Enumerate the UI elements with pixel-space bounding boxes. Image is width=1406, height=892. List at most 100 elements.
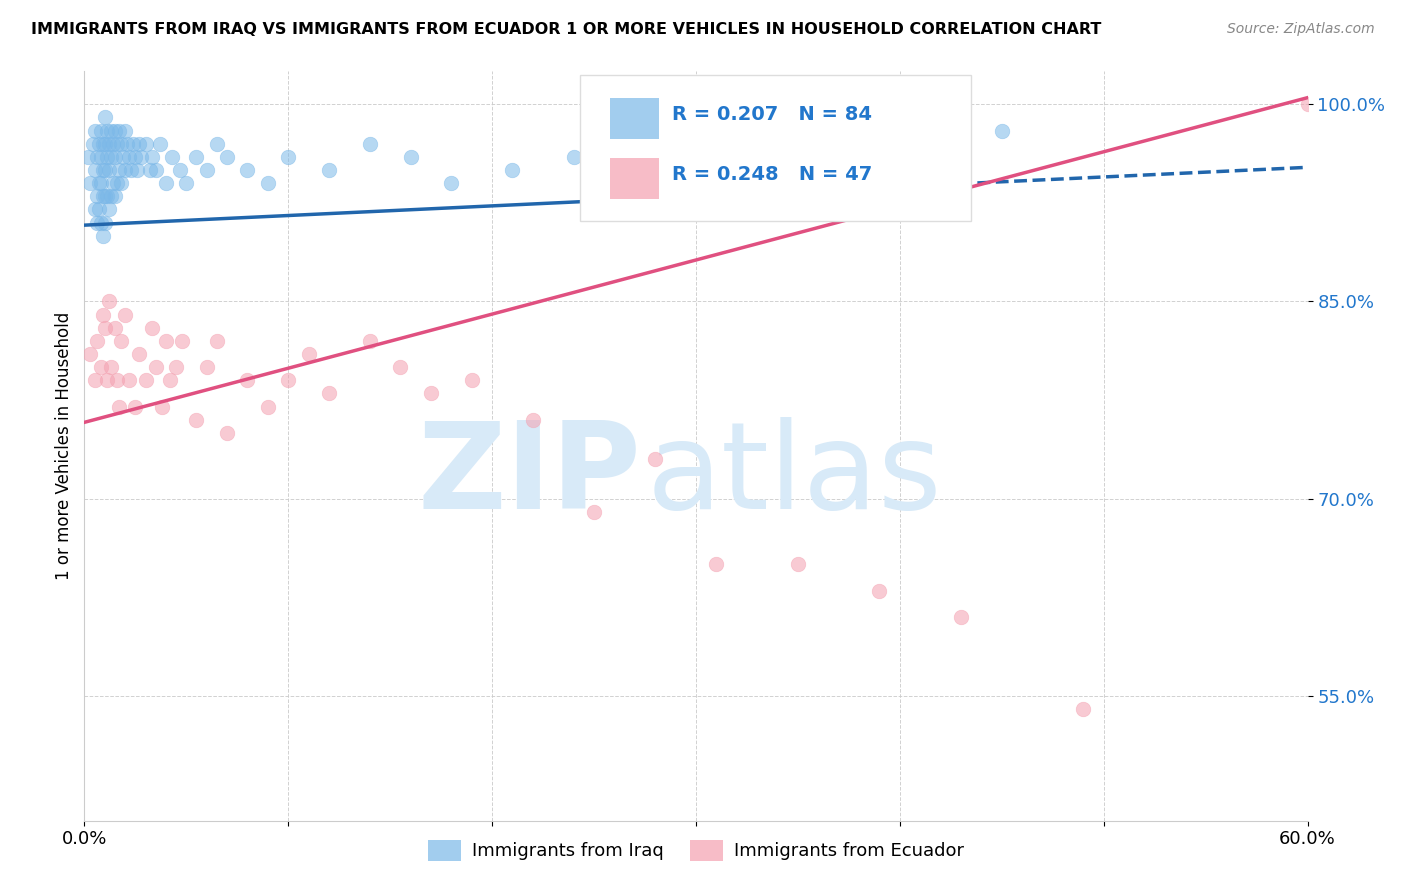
Point [104,320,127,334]
Point [318,163,340,178]
Point [217,425,239,440]
Text: R = 0.207   N = 84: R = 0.207 N = 84 [672,104,872,124]
Point [389,360,412,375]
Point [131,150,153,164]
Point [86,150,108,164]
Point [83,202,105,217]
Point [96,189,118,203]
FancyBboxPatch shape [610,97,659,139]
Text: R = 0.248   N = 47: R = 0.248 N = 47 [672,164,872,184]
Point [159,373,181,387]
Point [277,373,299,387]
Point [145,360,167,375]
Point [217,150,239,164]
Point [257,400,280,414]
Point [298,347,321,361]
Point [114,123,136,137]
Point [502,163,524,178]
Point [96,123,118,137]
Point [108,123,131,137]
Point [118,373,141,387]
Point [90,150,112,164]
FancyBboxPatch shape [579,75,972,221]
Point [155,334,177,348]
Point [100,360,122,375]
Text: ZIP: ZIP [418,417,641,534]
Point [87,202,110,217]
Point [644,452,666,467]
Point [122,136,145,151]
Point [93,215,115,229]
Point [90,215,112,229]
Point [79,347,101,361]
Point [86,334,108,348]
Point [583,505,606,519]
Point [186,413,208,427]
Point [141,320,163,334]
Point [155,176,177,190]
Point [149,136,172,151]
Point [889,176,911,190]
Point [124,400,146,414]
Point [91,189,114,203]
Point [1073,702,1095,716]
Point [112,150,135,164]
Point [318,386,340,401]
Point [100,150,122,164]
Point [91,136,114,151]
Point [399,150,422,164]
Text: Source: ZipAtlas.com: Source: ZipAtlas.com [1227,22,1375,37]
Point [135,373,157,387]
Point [86,215,108,229]
Point [440,176,463,190]
Point [128,136,150,151]
Point [93,163,115,178]
Point [97,163,120,178]
Point [91,308,114,322]
Point [359,136,381,151]
Point [87,176,110,190]
Point [97,294,120,309]
Point [120,163,142,178]
Point [105,176,128,190]
Point [104,150,127,164]
Point [991,123,1014,137]
Point [91,228,114,243]
Point [115,136,138,151]
Point [461,373,484,387]
Point [114,308,136,322]
Point [105,136,128,151]
Point [706,558,728,572]
Y-axis label: 1 or more Vehicles in Household: 1 or more Vehicles in Household [55,312,73,580]
Point [110,136,132,151]
Point [110,334,132,348]
Point [90,360,112,375]
Point [165,360,187,375]
Point [86,189,108,203]
Point [138,163,160,178]
Point [174,176,197,190]
Point [950,150,973,164]
Point [420,386,443,401]
Point [124,150,146,164]
Point [96,373,118,387]
Point [725,163,748,178]
Point [236,163,259,178]
Point [100,189,122,203]
Point [105,373,128,387]
Point [128,347,150,361]
Point [90,123,112,137]
Point [186,150,208,164]
Point [257,176,280,190]
Point [79,176,101,190]
Point [83,373,105,387]
Point [110,176,132,190]
Point [205,334,228,348]
Point [108,400,131,414]
Point [562,150,585,164]
Point [96,150,118,164]
Point [807,150,830,164]
Point [522,413,544,427]
Point [277,150,299,164]
Point [87,136,110,151]
